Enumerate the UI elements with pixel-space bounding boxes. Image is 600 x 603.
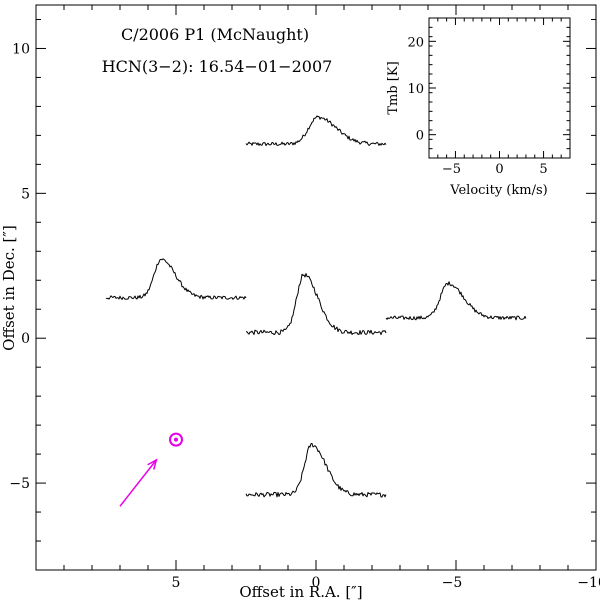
inset-x-tick-label: −5 (442, 162, 461, 177)
sun-arrow-shaft (119, 459, 157, 507)
spectrum-east (105, 258, 247, 300)
inset-x-ticks: −5 0 5 (428, 18, 571, 177)
x-tick-label: 0 (312, 575, 321, 591)
x-tick-label: −5 (442, 575, 463, 591)
inset-axes: −5 0 5 0 10 20 Velocity (km/s) Tmb [K] (386, 17, 571, 198)
spectrum-north (245, 115, 387, 147)
inset-frame (428, 17, 571, 159)
x-axis-label: Offset in R.A. [″] (239, 583, 362, 601)
inset-y-tick-label: 0 (416, 129, 424, 144)
y-tick-label: −5 (9, 476, 30, 492)
inset-x-tick-label: 5 (539, 162, 547, 177)
sun-direction-marker (119, 432, 183, 507)
inset-y-tick-label: 10 (407, 82, 424, 97)
inset-x-label: Velocity (km/s) (449, 183, 547, 198)
spectra-group (105, 115, 527, 498)
y-axis-label: Offset in Dec. [″] (0, 225, 18, 351)
plot-frame (35, 4, 597, 571)
spectrum-center (246, 273, 387, 336)
inset-y-tick-label: 20 (407, 35, 424, 50)
chart-title: C/2006 P1 (McNaught) (121, 25, 309, 44)
spectrum-south (245, 443, 387, 498)
spectrum-west (385, 281, 527, 321)
sun-symbol-dot (174, 437, 178, 442)
y-tick-label: 5 (21, 186, 30, 202)
y-tick-label: 10 (12, 41, 30, 57)
inset-y-ticks: 0 10 20 (407, 17, 570, 159)
chart-subtitle: HCN(3−2): 16.54−01−2007 (102, 57, 333, 76)
sun-symbol-ring (169, 432, 183, 447)
inset-x-tick-label: 0 (495, 162, 503, 177)
y-axis-ticks: −5 0 5 10 (9, 18, 596, 571)
inset-y-label: Tmb [K] (386, 61, 401, 114)
x-axis-ticks: 5 0 −5 −10 (35, 5, 600, 591)
sun-arrow-head (147, 458, 158, 470)
x-tick-label: 5 (172, 575, 181, 591)
x-tick-label: −10 (577, 575, 600, 591)
y-tick-label: 0 (21, 331, 30, 347)
